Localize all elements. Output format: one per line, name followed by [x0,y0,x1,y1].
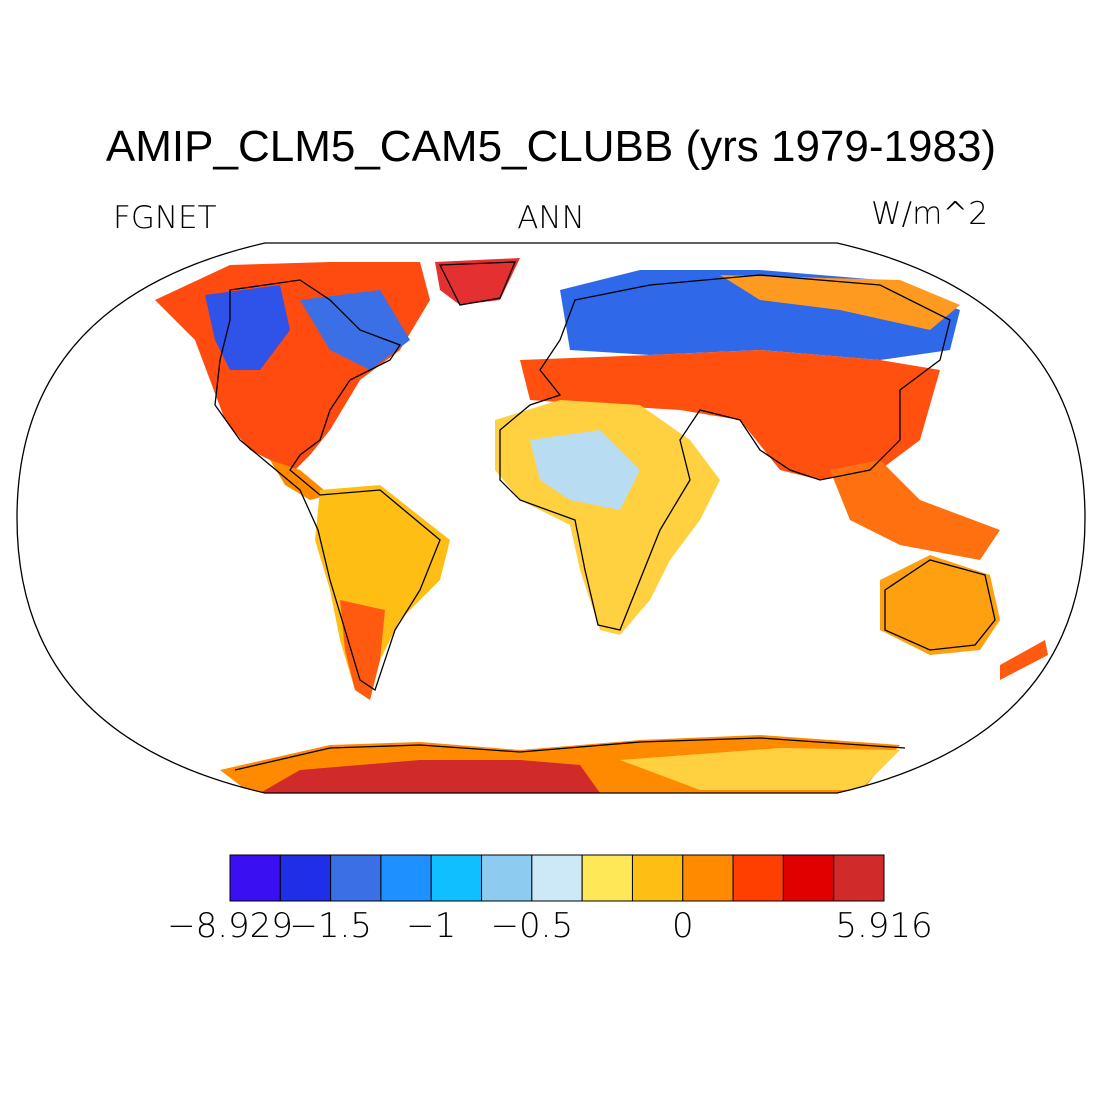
north-america-cold-region [205,285,290,370]
coastlines [214,261,996,771]
colorbar-tick-label: −1.5 [289,906,372,946]
colorbar-swatch [732,854,784,902]
colorbar-swatch [330,854,382,902]
season-label: ANN [517,200,585,236]
africa-region [495,400,720,635]
colorbar-tick-label: −1 [406,906,457,946]
colorbar [229,854,885,902]
south-america-south-region [340,600,385,700]
colorbar-swatch [531,854,583,902]
siberia-warm-region [720,275,960,330]
units-label: W/m^2 [871,196,988,232]
coastline-greenland [438,261,516,306]
colorbar-tick-label: 5.916 [835,906,933,946]
colorbar-tick-label: −8.929 [167,906,293,946]
colorbar-swatch [430,854,483,902]
greenland-region [435,258,520,305]
colorbar-swatch [782,854,835,902]
north-america-region [155,262,430,470]
colorbar-swatch [279,854,332,902]
colorbar-swatch [631,854,684,902]
southeast-asia-region [830,460,1000,560]
colorbar-swatch [581,854,633,902]
coastline-americas [214,279,441,692]
eurasia-south-region [520,350,940,480]
coastline-antarctica [234,737,906,771]
colorbar-swatch [682,854,734,902]
colorbar-swatch [481,854,533,902]
antarctica-east-region [620,748,900,790]
new-zealand-region [1000,640,1048,680]
canada-east-cold-region [300,290,410,370]
colorbar-tick-label: 0 [671,906,694,946]
colorbar-swatch [833,854,885,902]
antarctica-core-region [260,760,600,793]
colorbar-tick-label: −0.5 [490,906,574,946]
coastline-eurasia-africa [499,274,951,631]
colorbar-swatch [380,854,432,902]
map-title: AMIP_CLM5_CAM5_CLUBB (yrs 1979-1983) [105,122,997,171]
globe-outline [16,242,1086,794]
australia-region [880,555,1000,655]
variable-label: FGNET [113,200,217,236]
coastline-australia [884,559,996,651]
africa-interior-region [530,430,640,510]
colorbar-swatch [229,854,281,902]
field-layer [155,258,1048,793]
